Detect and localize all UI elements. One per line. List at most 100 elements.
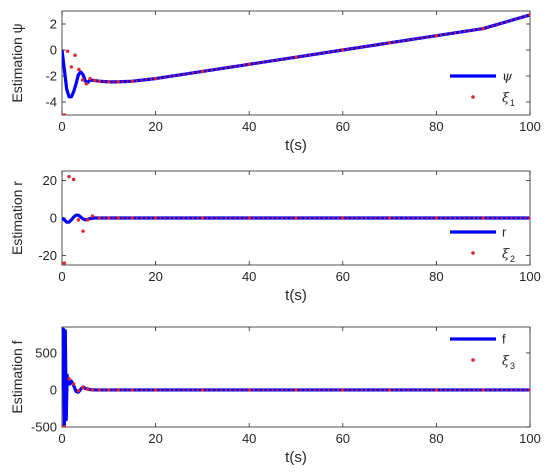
y-tick-label: -500 [31, 420, 57, 435]
data-point [397, 216, 401, 220]
legend: ψξ 1 [450, 70, 515, 108]
data-point [313, 216, 316, 220]
data-point [379, 388, 382, 392]
data-point [351, 216, 354, 220]
x-tick-label: 40 [242, 431, 256, 446]
series-line-2 [62, 213, 530, 224]
data-point [77, 67, 81, 72]
data-point [126, 216, 129, 220]
data-point [177, 216, 181, 220]
x-tick-label: 20 [148, 269, 162, 284]
data-point [271, 59, 274, 62]
data-point [299, 216, 302, 220]
data-point [449, 388, 452, 392]
data-point [496, 216, 499, 220]
data-point [383, 216, 387, 220]
data-point [346, 388, 349, 392]
data-point [439, 216, 443, 220]
data-point [276, 388, 279, 392]
data-point [80, 78, 85, 82]
data-point [107, 216, 110, 220]
data-point [248, 63, 251, 66]
series-markers-2 [62, 174, 530, 265]
data-point [468, 388, 471, 392]
legend-label: f [502, 332, 506, 347]
data-point [491, 388, 494, 392]
x-tick-label: 40 [242, 119, 256, 134]
data-point [243, 216, 246, 220]
y-tick-label: 500 [35, 345, 57, 360]
data-point [93, 78, 97, 83]
chart-panel-1: 0 20 40 60 80 100 -4 -2 0 2 t(s) Estimation ψ ψξ 1 [9, 10, 541, 154]
data-point [322, 216, 326, 220]
data-point [69, 65, 74, 69]
data-point [67, 377, 71, 381]
data-point [285, 57, 288, 60]
x-tick-label: 60 [336, 431, 350, 446]
data-point [220, 216, 223, 220]
data-point [224, 388, 227, 392]
plot-area [61, 10, 531, 116]
data-point [327, 51, 330, 54]
data-point [379, 43, 382, 46]
data-point [411, 216, 415, 220]
data-point [468, 216, 471, 220]
data-point [486, 26, 489, 29]
data-point [229, 388, 232, 392]
data-point [220, 67, 223, 70]
data-point [196, 71, 199, 74]
data-point [524, 388, 527, 392]
data-point [341, 216, 344, 220]
data-point [519, 216, 522, 220]
y-axis-label: Estimation r [9, 181, 25, 255]
data-point [528, 13, 530, 16]
y-tick-label: -4 [45, 95, 57, 110]
data-point [234, 65, 237, 68]
x-tick-label: 100 [519, 119, 541, 134]
x-tick-label: 0 [58, 269, 65, 284]
data-point [177, 388, 181, 392]
data-point [252, 216, 255, 220]
legend-label: ξ [502, 354, 510, 369]
data-point [444, 388, 447, 392]
data-point [304, 216, 307, 220]
data-point [337, 216, 340, 220]
x-tick-label: 80 [429, 431, 443, 446]
x-axis-label: t(s) [285, 137, 307, 154]
data-point [205, 216, 209, 220]
data-point [271, 216, 274, 220]
data-point [407, 38, 410, 42]
data-point [76, 218, 81, 222]
data-point [444, 33, 447, 36]
data-point [112, 388, 115, 392]
data-point [135, 79, 138, 82]
data-point [131, 388, 134, 392]
series-markers-3 [62, 377, 530, 427]
data-point [168, 216, 171, 220]
data-point [416, 388, 419, 392]
data-point [294, 56, 298, 59]
y-tick-label: 2 [50, 17, 57, 32]
data-point [210, 388, 213, 392]
legend-marker-swatch [471, 251, 475, 255]
data-point [407, 216, 410, 220]
data-point [121, 388, 124, 392]
data-point [388, 388, 391, 392]
data-point [163, 388, 167, 392]
data-point [173, 74, 176, 77]
data-point [205, 388, 209, 392]
data-point [103, 216, 106, 220]
data-point [430, 216, 433, 220]
data-point [280, 388, 284, 392]
data-point [72, 382, 76, 386]
data-point [238, 388, 241, 392]
data-point [374, 43, 377, 47]
data-point [131, 80, 134, 83]
data-point [290, 388, 293, 392]
data-point [351, 388, 354, 392]
data-point [360, 216, 363, 220]
x-axis-label: t(s) [285, 287, 307, 304]
data-point [159, 388, 162, 392]
x-tick-label: 20 [148, 431, 162, 446]
